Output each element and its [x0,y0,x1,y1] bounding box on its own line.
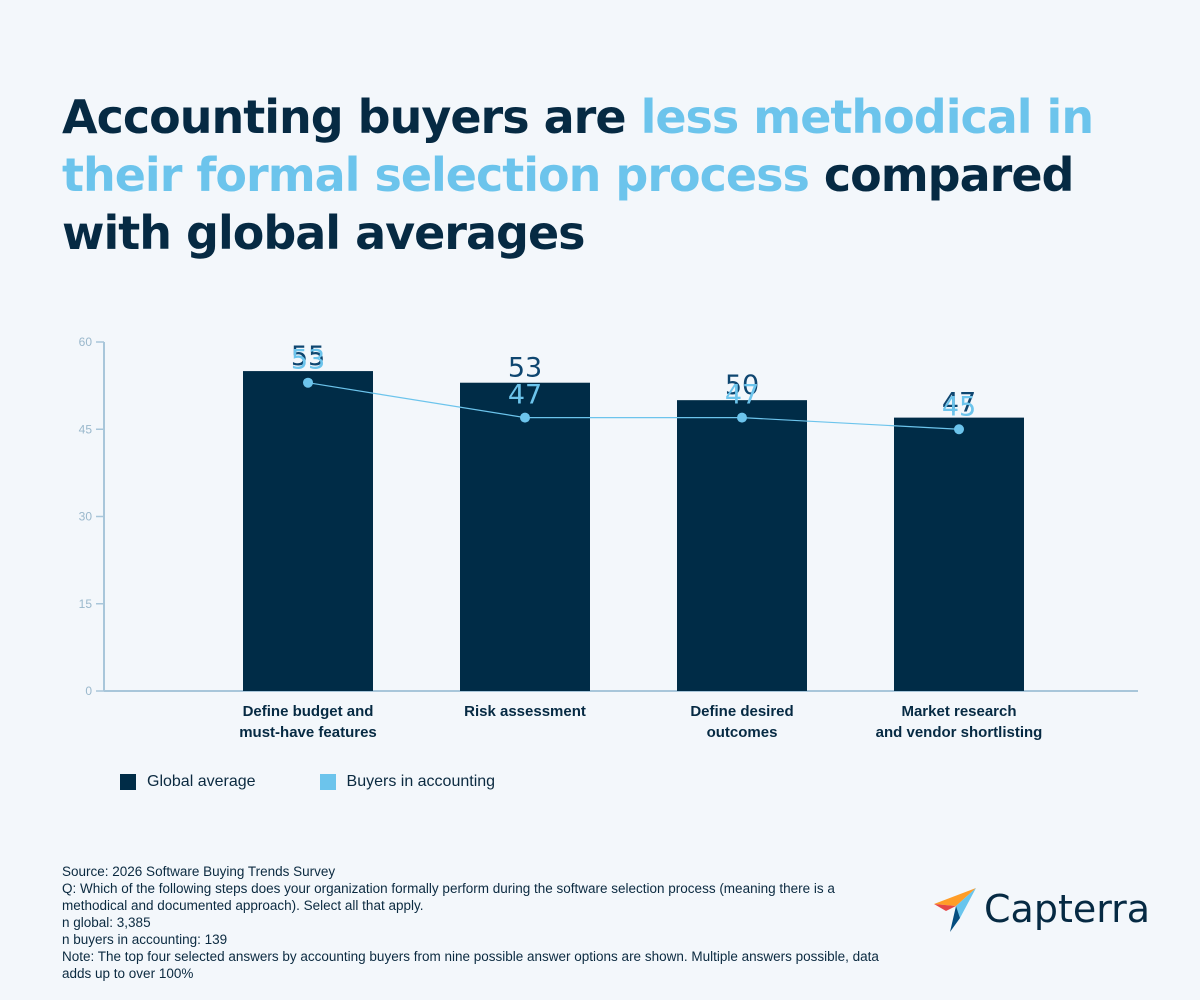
point-buyers-in-accounting [520,412,530,423]
y-tick-label: 0 [85,684,92,698]
y-tick-label: 15 [79,597,93,611]
bar-global-average [243,371,373,691]
point-buyers-in-accounting [954,424,964,435]
line-buyers-in-accounting [307,382,960,430]
chart-legend: Global average Buyers in accounting [120,773,495,791]
x-category-label: Define budget and [243,703,374,720]
bar-global-average [894,417,1024,691]
bar-global-average [677,400,807,691]
title-highlight: less methodical in their formal selectio… [62,90,1094,202]
bar-value-label: 47 [942,388,976,419]
legend-swatch-accounting [319,774,336,790]
legend-label-global: Global average [147,773,256,790]
x-category-label: Define desired [690,703,793,720]
legend-swatch-global [120,774,136,790]
note-disclaimer: Note: The top four selected answers by a… [62,949,879,981]
capterra-logo: Capterra [932,884,1150,934]
note-source: Source: 2026 Software Buying Trends Surv… [62,864,336,879]
note-n-global: n global: 3,385 [62,915,151,930]
x-category-label: and vendor shortlisting [876,724,1043,741]
title-part2: compared with global averages [62,148,1074,260]
source-notes: Source: 2026 Software Buying Trends Surv… [62,863,902,982]
x-category-label: Market research [901,703,1016,720]
line-value-label: 47 [725,380,759,411]
point-buyers-in-accounting [303,377,313,388]
bar-value-label: 50 [725,370,759,401]
line-value-label: 47 [508,380,542,411]
bar-value-label: 53 [508,353,542,384]
page-title: Accounting buyers are less methodical in… [62,88,1122,262]
bar-value-label: 55 [291,341,325,372]
legend-item-global: Global average [120,773,256,791]
line-value-label: 53 [291,345,325,376]
y-tick-label: 60 [79,335,93,349]
legend-item-accounting: Buyers in accounting [319,773,496,791]
legend-label-accounting: Buyers in accounting [346,773,496,790]
y-tick-label: 30 [79,510,93,524]
x-category-label: must-have features [239,724,377,741]
point-buyers-in-accounting [737,412,747,423]
note-question: Q: Which of the following steps does you… [62,881,835,913]
title-part1: Accounting buyers are [62,90,641,144]
bar-global-average [460,382,590,691]
y-tick-label: 45 [79,422,93,436]
line-value-label: 45 [942,391,976,422]
note-n-accounting: n buyers in accounting: 139 [62,932,228,947]
logo-text: Capterra [984,887,1151,931]
x-category-label: Risk assessment [464,703,586,720]
capterra-arrow-icon [934,888,976,932]
x-category-label: outcomes [707,724,778,741]
